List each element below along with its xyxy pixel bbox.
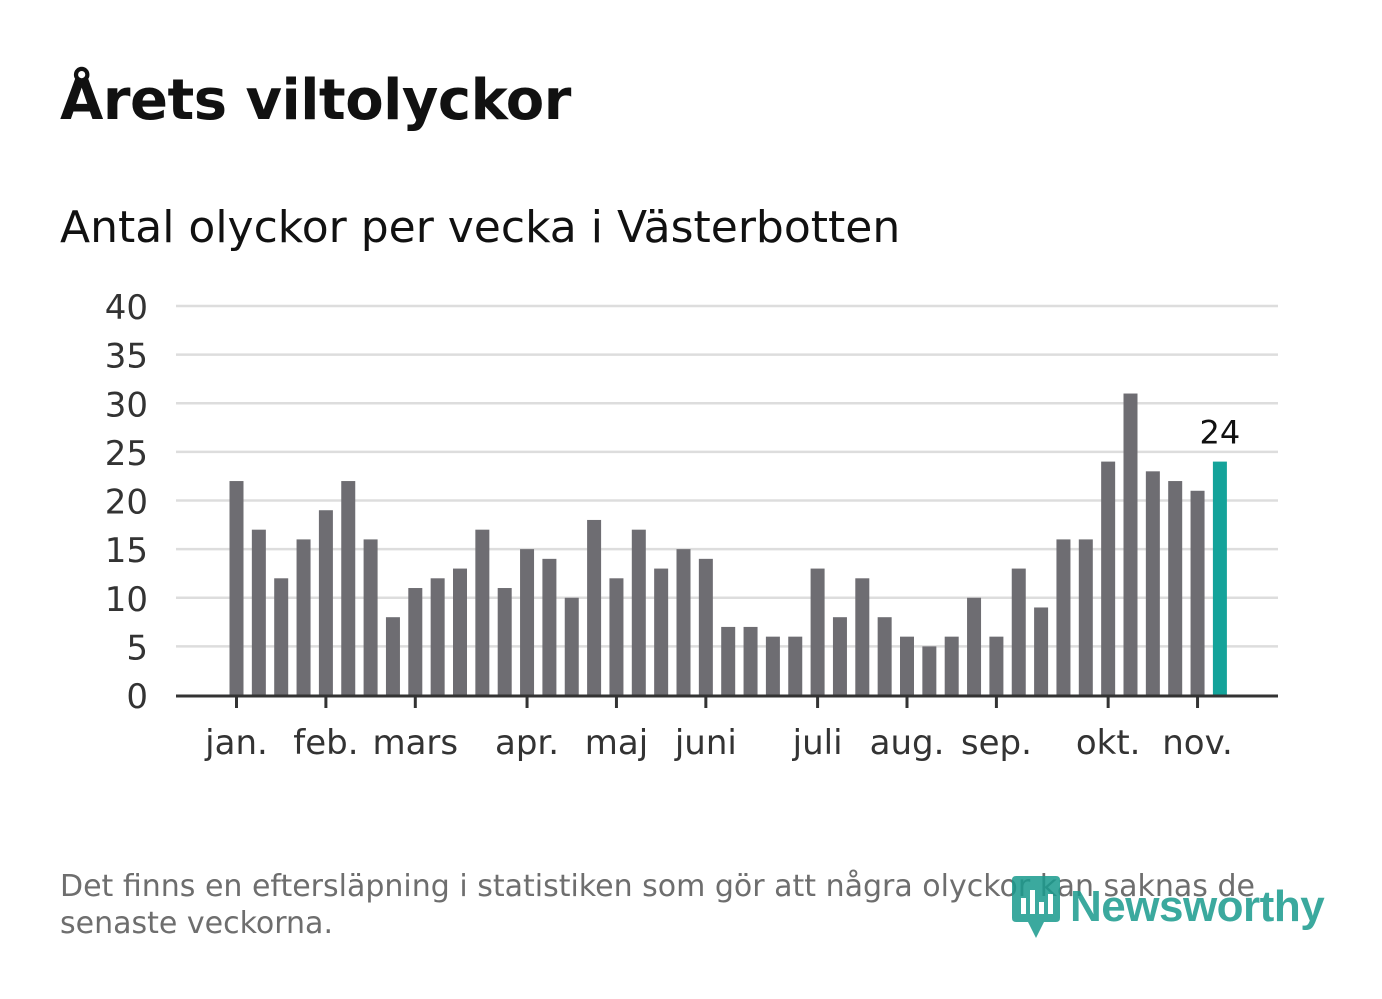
bar <box>274 578 289 695</box>
bar <box>631 529 646 695</box>
x-tick-label: apr. <box>495 723 559 763</box>
x-axis-tick-labels: jan. feb. mars apr. maj juni juli aug. sep. okt. n… <box>204 723 1233 763</box>
bar <box>1078 539 1093 695</box>
y-tick-label: 20 <box>105 483 148 523</box>
bar <box>408 588 423 695</box>
x-tick-label: feb. <box>293 723 358 763</box>
y-tick-label: 15 <box>105 531 148 571</box>
x-tick-label: juni <box>674 723 737 763</box>
bar <box>363 539 378 695</box>
bar <box>542 558 557 695</box>
bar <box>587 519 602 695</box>
x-tick-label: aug. <box>870 723 945 763</box>
bar <box>453 568 467 695</box>
bar <box>385 617 400 695</box>
y-tick-label: 25 <box>105 434 148 474</box>
y-axis-tick-labels: 0 5 10 15 20 25 30 35 40 <box>105 288 148 717</box>
x-tick-label: okt. <box>1076 723 1141 763</box>
bar <box>229 481 244 695</box>
bar <box>430 578 445 695</box>
bar <box>296 539 311 695</box>
bar <box>967 597 982 695</box>
bar <box>832 617 847 695</box>
bar <box>341 481 356 695</box>
x-axis <box>176 694 1278 708</box>
bar <box>922 646 937 695</box>
bar <box>564 597 579 695</box>
y-tick-label: 35 <box>105 337 148 377</box>
bar <box>900 636 914 695</box>
bar <box>788 636 803 695</box>
bar <box>1145 471 1160 695</box>
bar <box>609 578 624 695</box>
y-tick-label: 5 <box>126 628 148 668</box>
bar <box>698 558 713 695</box>
bar <box>855 578 870 695</box>
newsworthy-logo: Newsworthy <box>1010 874 1325 940</box>
chart-subtitle: Antal olyckor per vecka i Västerbotten <box>60 202 901 253</box>
bar <box>944 636 959 695</box>
bar <box>676 549 691 695</box>
bar <box>475 529 490 695</box>
gridlines <box>176 304 1278 648</box>
bar <box>1190 490 1205 695</box>
bar <box>1101 461 1116 695</box>
bar <box>743 626 758 695</box>
bar <box>1011 568 1026 695</box>
x-tick-label: sep. <box>961 723 1032 763</box>
y-tick-label: 30 <box>105 385 148 425</box>
y-tick-label: 0 <box>126 677 148 717</box>
bar <box>251 529 266 695</box>
bar <box>1034 607 1049 695</box>
bar <box>1056 539 1071 695</box>
data-labels: 24 <box>1200 414 1241 452</box>
bars <box>229 393 1227 695</box>
x-tick-label: nov. <box>1162 723 1233 763</box>
bar <box>810 568 825 695</box>
data-label: 24 <box>1200 414 1241 452</box>
bar <box>520 549 535 695</box>
y-tick-label: 40 <box>105 288 148 328</box>
chart-title: Årets viltolyckor <box>60 68 571 133</box>
x-tick-label: jan. <box>204 723 268 763</box>
bar <box>1123 393 1138 695</box>
bar <box>497 588 512 695</box>
bar <box>721 626 736 695</box>
bar-highlight <box>1212 461 1227 695</box>
bar <box>765 636 780 695</box>
newsworthy-logo-icon <box>1012 876 1060 938</box>
bar <box>989 636 1004 695</box>
bar <box>1168 481 1183 695</box>
x-tick-label: juli <box>792 723 843 763</box>
newsworthy-logo-text: Newsworthy <box>1070 882 1325 931</box>
x-tick-label: maj <box>585 723 648 763</box>
bar <box>654 568 669 695</box>
bar <box>318 510 333 695</box>
x-tick-label: mars <box>372 723 458 763</box>
bar <box>877 617 892 695</box>
y-tick-label: 10 <box>105 580 148 620</box>
